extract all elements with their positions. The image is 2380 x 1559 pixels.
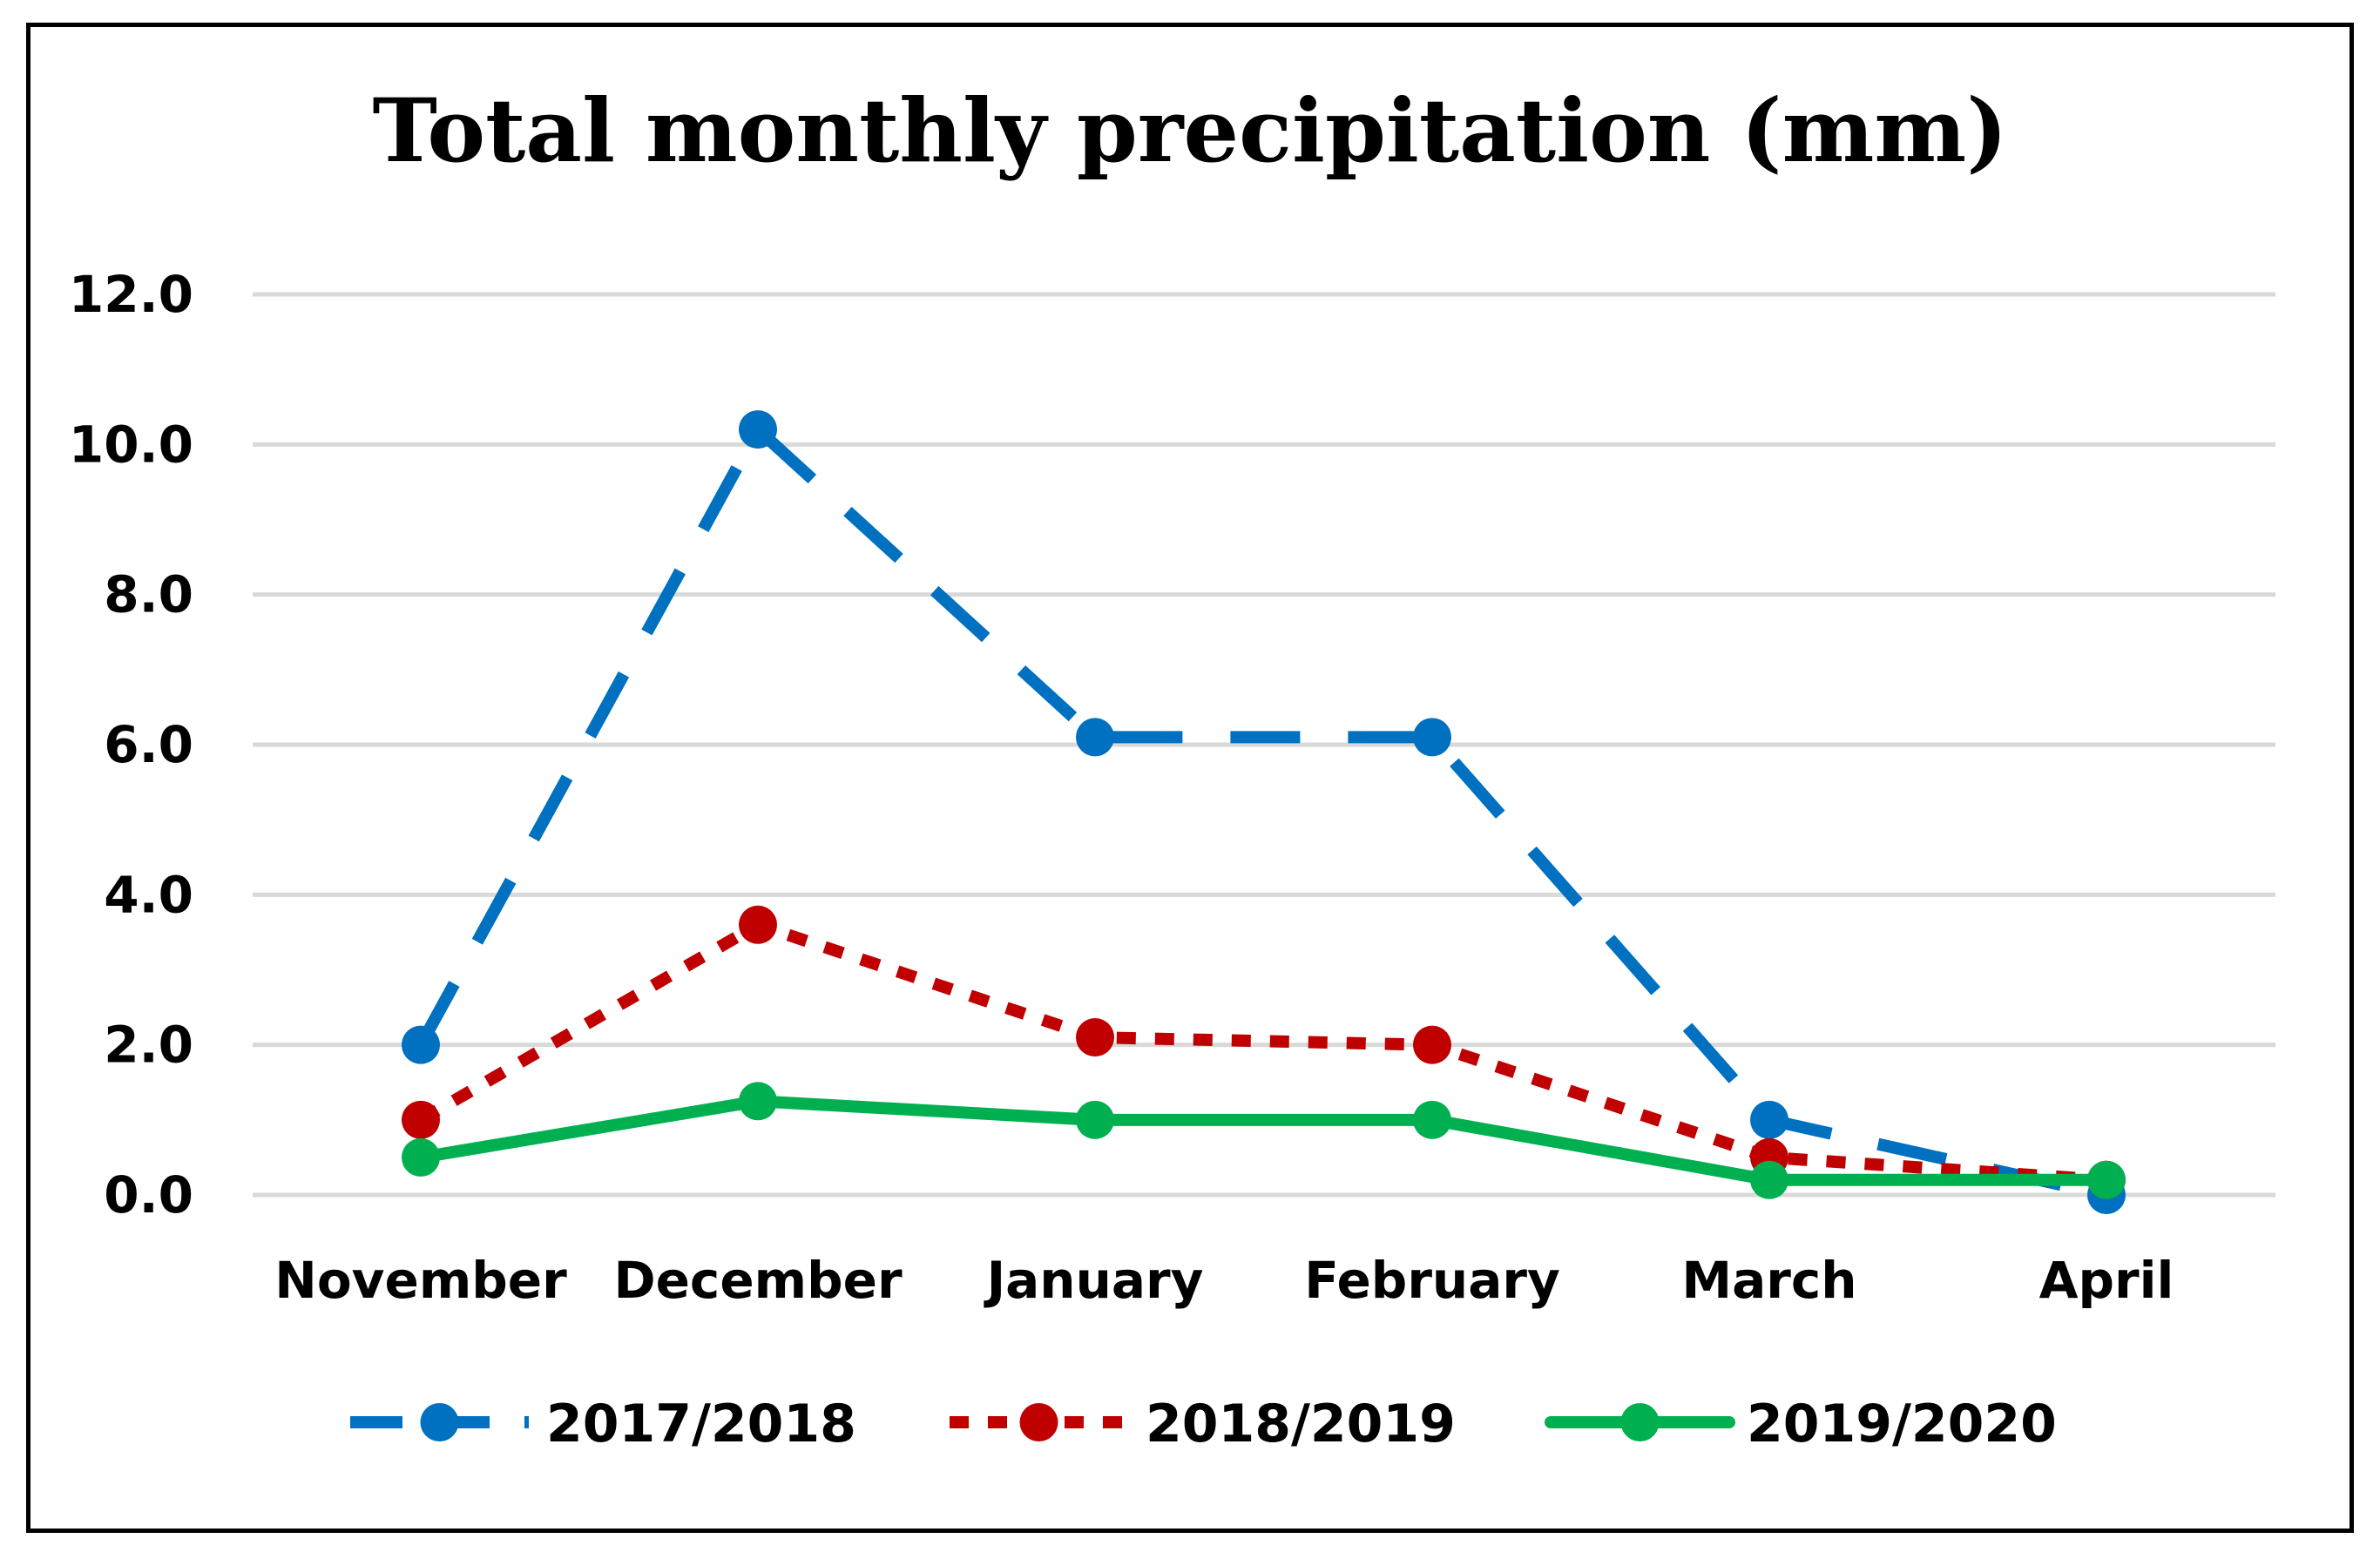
chart-title: Total monthly precipitation (mm): [372, 79, 2008, 182]
data-point: [402, 1137, 440, 1177]
legend-label: 2018/2019: [1146, 1394, 1456, 1454]
x-tick-label: December: [613, 1251, 902, 1310]
x-tick-label: April: [2039, 1251, 2174, 1310]
data-point: [1413, 718, 1451, 757]
data-point: [739, 905, 777, 944]
data-point: [1076, 718, 1114, 757]
y-tick-label: 12.0: [69, 265, 193, 324]
y-axis-ticks: 0.0 2.0 4.0 6.0 8.0 10.0 12.0: [69, 265, 193, 1225]
legend-label: 2017/2018: [546, 1394, 856, 1454]
data-point: [1750, 1100, 1788, 1139]
x-tick-label: January: [984, 1251, 1204, 1310]
x-tick-label: November: [274, 1251, 567, 1310]
y-tick-label: 2.0: [104, 1016, 193, 1075]
y-tick-label: 8.0: [104, 565, 193, 624]
y-tick-label: 6.0: [104, 715, 193, 774]
data-point: [1076, 1018, 1114, 1057]
legend-marker: [1019, 1403, 1058, 1441]
legend-label: 2019/2020: [1747, 1394, 2057, 1454]
legend-item: 2017/2018: [350, 1394, 856, 1454]
data-point: [1076, 1100, 1114, 1139]
legend-marker: [420, 1403, 459, 1441]
y-tick-label: 10.0: [69, 415, 193, 474]
series-line: [415, 1095, 2113, 1186]
series-2: [402, 905, 2126, 1199]
gridlines: [253, 292, 2275, 1198]
data-point: [402, 1100, 440, 1139]
x-tick-label: February: [1304, 1251, 1560, 1310]
series-line: [415, 423, 2108, 1201]
data-point: [1413, 1100, 1451, 1139]
series-3: [402, 1082, 2126, 1199]
legend-item: 2019/2020: [1545, 1394, 2057, 1454]
data-point: [739, 410, 777, 449]
y-tick-label: 0.0: [104, 1165, 193, 1225]
x-tick-label: March: [1681, 1251, 1856, 1310]
legend-marker: [1620, 1403, 1660, 1441]
data-point: [1413, 1025, 1451, 1064]
y-tick-label: 4.0: [104, 865, 193, 924]
series-lines: [402, 410, 2126, 1214]
legend-item: 2018/2019: [950, 1394, 1456, 1454]
data-point: [1750, 1160, 1788, 1199]
data-point: [739, 1082, 777, 1121]
chart-frame: [26, 23, 2354, 1533]
data-point: [402, 1025, 440, 1064]
series-line: [417, 918, 2107, 1186]
x-axis-ticks: November December January February March Apri…: [274, 1251, 2174, 1310]
data-point: [2087, 1160, 2126, 1199]
series-1: [402, 410, 2126, 1214]
legend: 2017/2018 2018/2019 2019/2020: [350, 1394, 2057, 1454]
